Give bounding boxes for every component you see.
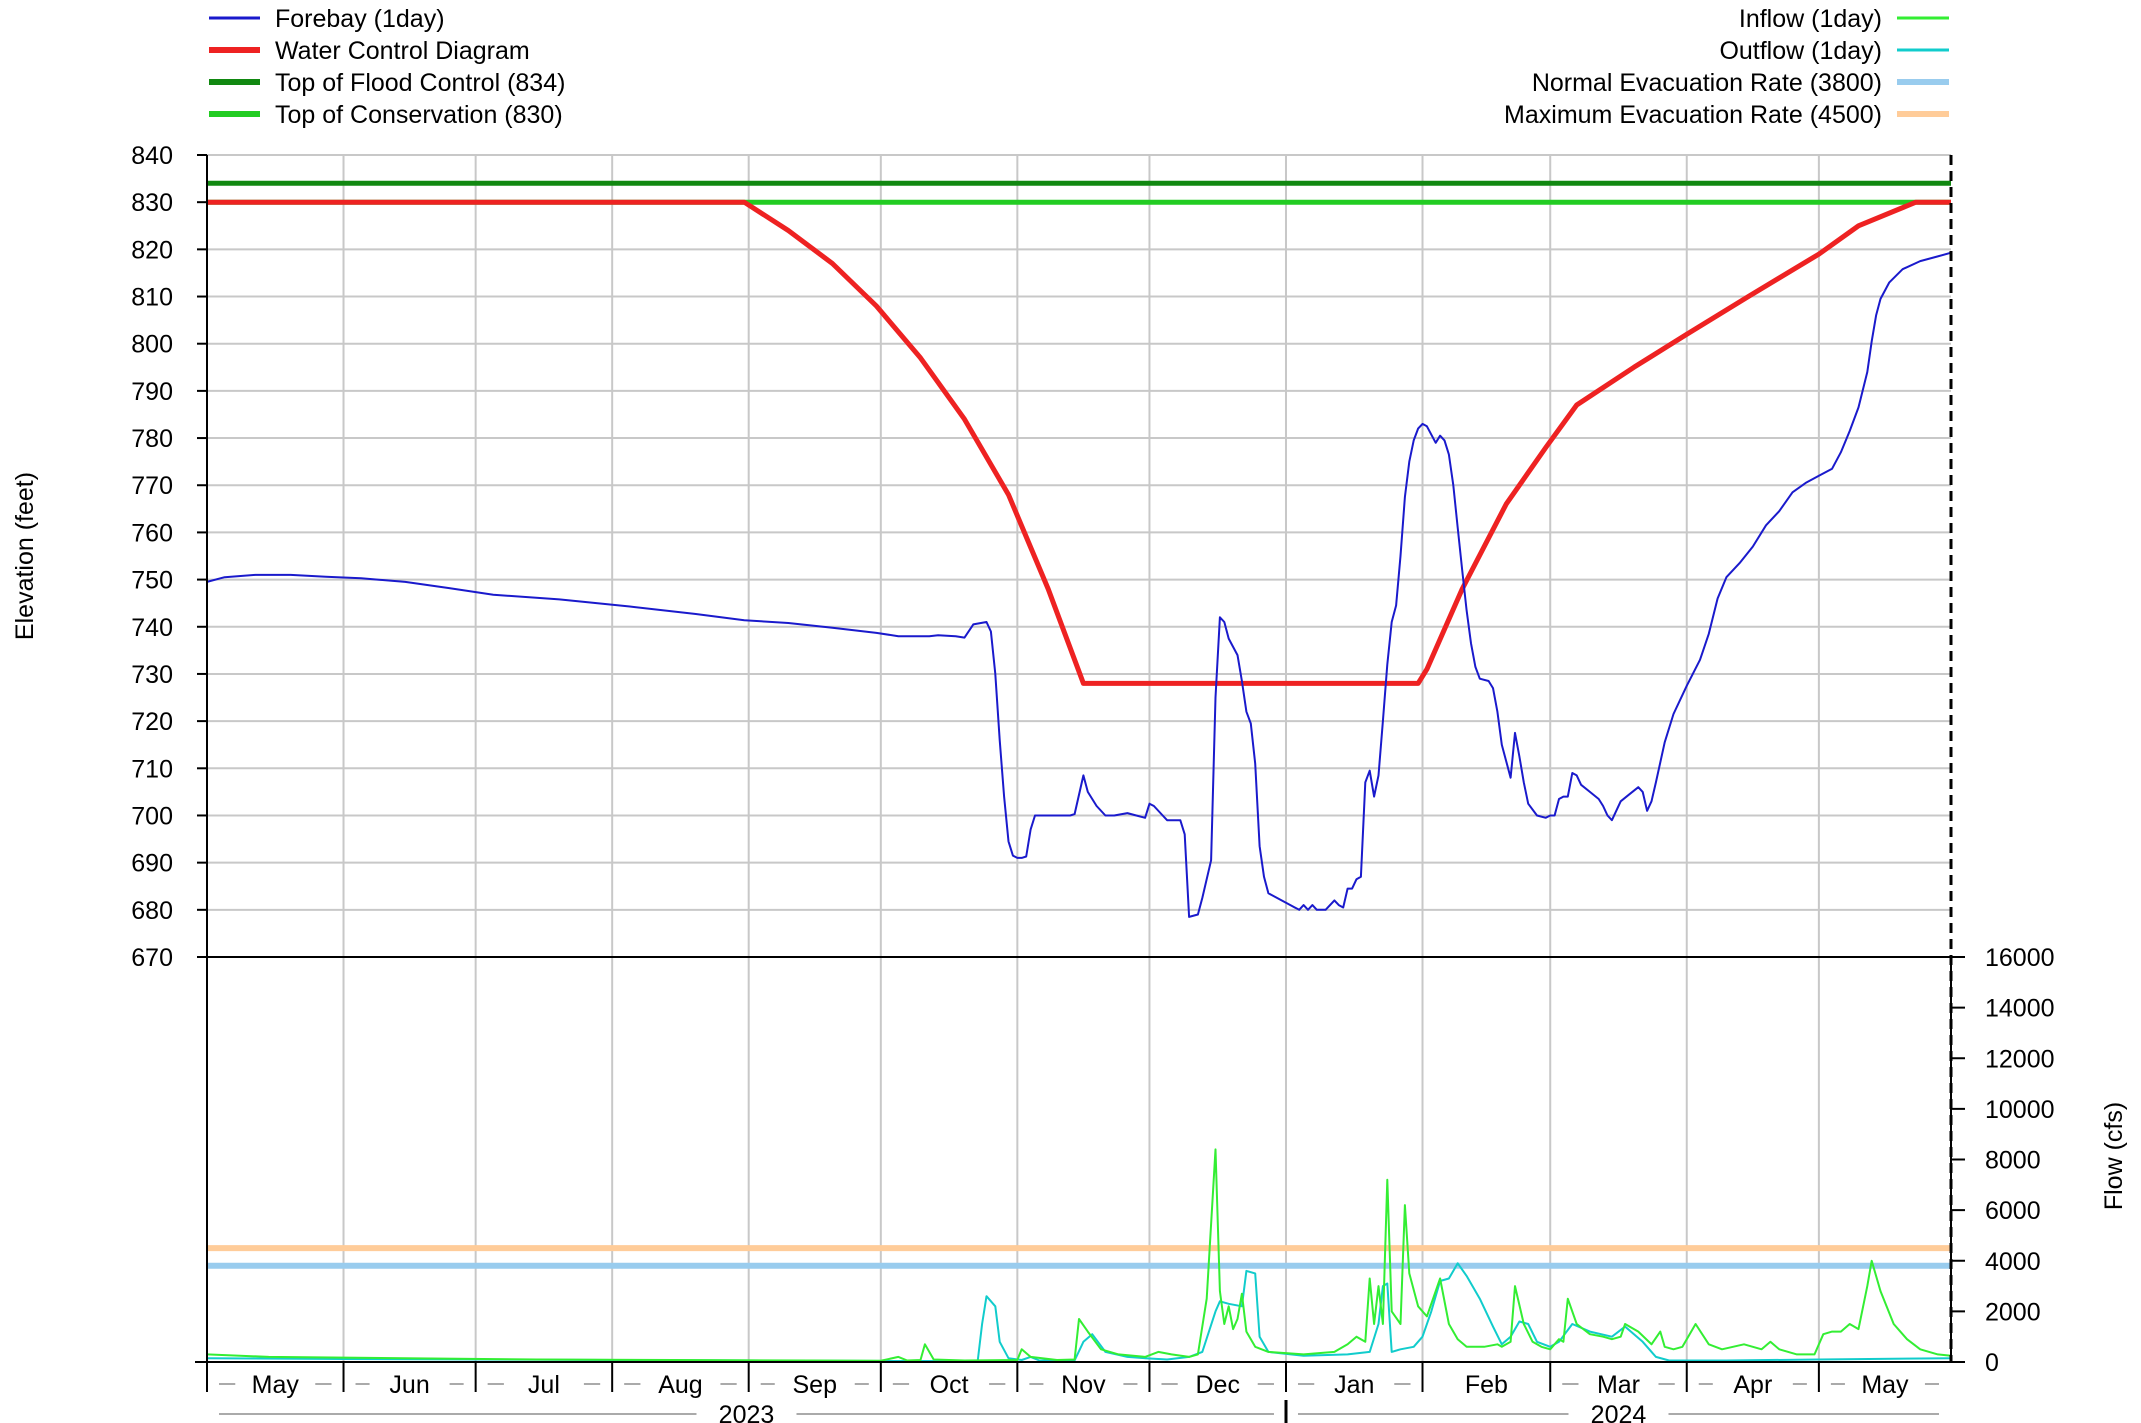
legend-label: Forebay (1day) [275, 5, 445, 33]
series-lines [206, 180, 1952, 1362]
elev-tick-label: 750 [131, 567, 173, 595]
gridlines [206, 154, 1951, 1362]
flow-tick-label: 12000 [1985, 1045, 2055, 1073]
flow-axis: 16000 14000 12000 10000 8000 6000 4000 2000 0 [1951, 944, 2055, 1377]
flow-tick-label: 8000 [1985, 1147, 2041, 1175]
y2-axis-title: Flow (cfs) [2100, 1102, 2128, 1210]
month-label: Jun [389, 1371, 429, 1399]
elev-tick-label: 800 [131, 331, 173, 359]
elev-tick-label: 830 [131, 189, 173, 217]
year-label: 2023 [719, 1401, 775, 1423]
flow-tick-label: 2000 [1985, 1298, 2041, 1326]
water-control-diagram-line [207, 199, 1951, 686]
elev-tick-label: 740 [131, 614, 173, 642]
flow-tick-label: 4000 [1985, 1248, 2041, 1276]
elev-tick-label: 810 [131, 284, 173, 312]
legend-label: Outflow (1day) [1719, 37, 1882, 65]
month-label: Sep [793, 1371, 837, 1399]
month-label: Apr [1733, 1371, 1772, 1399]
month-label: May [252, 1371, 300, 1399]
flow-tick-label: 6000 [1985, 1197, 2041, 1225]
month-label: Dec [1195, 1371, 1239, 1399]
elev-tick-label: 690 [131, 850, 173, 878]
month-label: Aug [658, 1371, 702, 1399]
flow-tick-label: 10000 [1985, 1096, 2055, 1124]
month-label: May [1861, 1371, 1909, 1399]
elevation-axis: 840 830 820 810 800 790 780 770 760 750 740 730 720 7… [131, 142, 207, 972]
month-label: Jul [528, 1371, 560, 1399]
elev-tick-label: 840 [131, 142, 173, 170]
flow-tick-label: 16000 [1985, 944, 2055, 972]
month-label: Oct [930, 1371, 969, 1399]
month-label: Feb [1465, 1371, 1508, 1399]
elev-tick-label: 680 [131, 897, 173, 925]
legend-label: Inflow (1day) [1739, 5, 1882, 33]
elev-tick-label: 700 [131, 802, 173, 830]
elev-tick-label: 760 [131, 519, 173, 547]
year-label: 2024 [1591, 1401, 1647, 1423]
elev-tick-label: 710 [131, 755, 173, 783]
forebay-line [206, 251, 1952, 918]
flow-tick-label: 14000 [1985, 995, 2055, 1023]
legend-label: Top of Flood Control (834) [275, 69, 565, 97]
month-label: Mar [1597, 1371, 1640, 1399]
elev-tick-label: 820 [131, 236, 173, 264]
y-axis-title: Elevation (feet) [11, 472, 39, 640]
elev-tick-label: 790 [131, 378, 173, 406]
inflow-line [206, 1148, 1952, 1362]
outflow-line [206, 1262, 1952, 1362]
legend-label: Maximum Evacuation Rate (4500) [1504, 101, 1882, 129]
elev-tick-label: 730 [131, 661, 173, 689]
legend: Forebay (1day) Water Control Diagram Top o… [209, 5, 1949, 129]
x-axis: May Jun Jul Aug Sep Oct Nov Dec Jan Feb Mar Apr May 2… [206, 1362, 1939, 1423]
elev-tick-label: 670 [131, 944, 173, 972]
legend-label: Normal Evacuation Rate (3800) [1532, 69, 1882, 97]
elev-tick-label: 780 [131, 425, 173, 453]
elev-tick-label: 720 [131, 708, 173, 736]
month-label: Jan [1334, 1371, 1374, 1399]
elev-tick-label: 770 [131, 472, 173, 500]
legend-label: Water Control Diagram [275, 37, 530, 65]
flow-tick-label: 0 [1985, 1349, 1999, 1377]
legend-label: Top of Conservation (830) [275, 101, 563, 129]
month-label: Nov [1061, 1371, 1106, 1399]
